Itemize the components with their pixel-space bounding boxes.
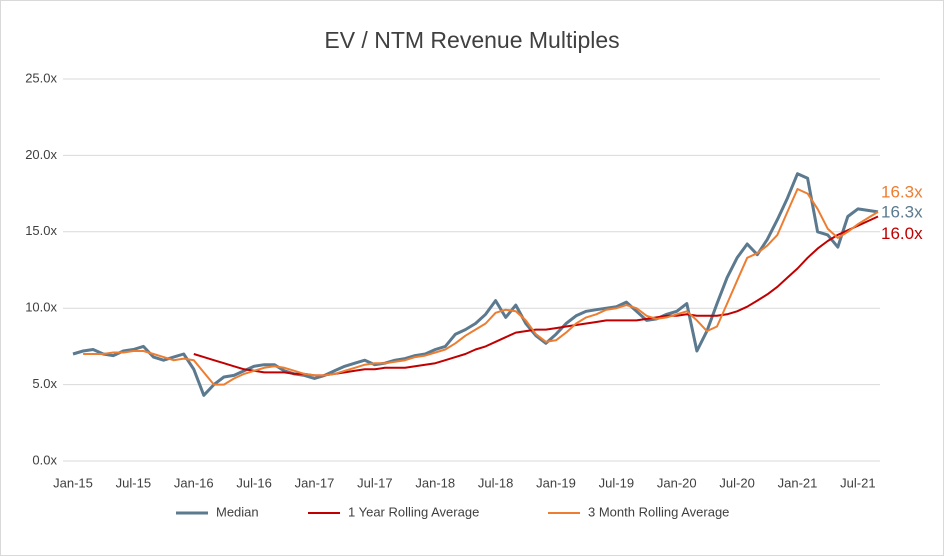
x-tick-label: Jul-20 bbox=[719, 475, 754, 490]
end-label: 16.3x bbox=[881, 202, 923, 221]
x-tick-label: Jul-18 bbox=[478, 475, 513, 490]
legend-label: Median bbox=[216, 504, 259, 519]
y-tick-label: 15.0x bbox=[25, 223, 57, 238]
x-tick-label: Jul-16 bbox=[236, 475, 271, 490]
y-tick-label: 25.0x bbox=[25, 70, 57, 85]
x-tick-label: Jan-20 bbox=[657, 475, 697, 490]
y-tick-label: 20.0x bbox=[25, 147, 57, 162]
x-tick-label: Jan-17 bbox=[295, 475, 335, 490]
x-tick-label: Jul-21 bbox=[840, 475, 875, 490]
x-tick-label: Jul-19 bbox=[599, 475, 634, 490]
legend-label: 1 Year Rolling Average bbox=[348, 504, 479, 519]
series-line bbox=[72, 172, 879, 397]
x-tick-label: Jan-21 bbox=[778, 475, 818, 490]
y-tick-label: 0.0x bbox=[32, 452, 57, 467]
end-label: 16.0x bbox=[881, 224, 923, 243]
x-tick-label: Jan-15 bbox=[53, 475, 93, 490]
y-tick-label: 5.0x bbox=[32, 376, 57, 391]
x-tick-label: Jan-19 bbox=[536, 475, 576, 490]
x-tick-label: Jan-16 bbox=[174, 475, 214, 490]
series-line bbox=[83, 188, 879, 386]
x-tick-label: Jul-17 bbox=[357, 475, 392, 490]
x-tick-label: Jan-18 bbox=[415, 475, 455, 490]
chart-title: EV / NTM Revenue Multiples bbox=[324, 27, 619, 53]
y-tick-label: 10.0x bbox=[25, 300, 57, 315]
x-tick-label: Jul-15 bbox=[116, 475, 151, 490]
legend-label: 3 Month Rolling Average bbox=[588, 504, 729, 519]
end-label: 16.3x bbox=[881, 182, 923, 201]
